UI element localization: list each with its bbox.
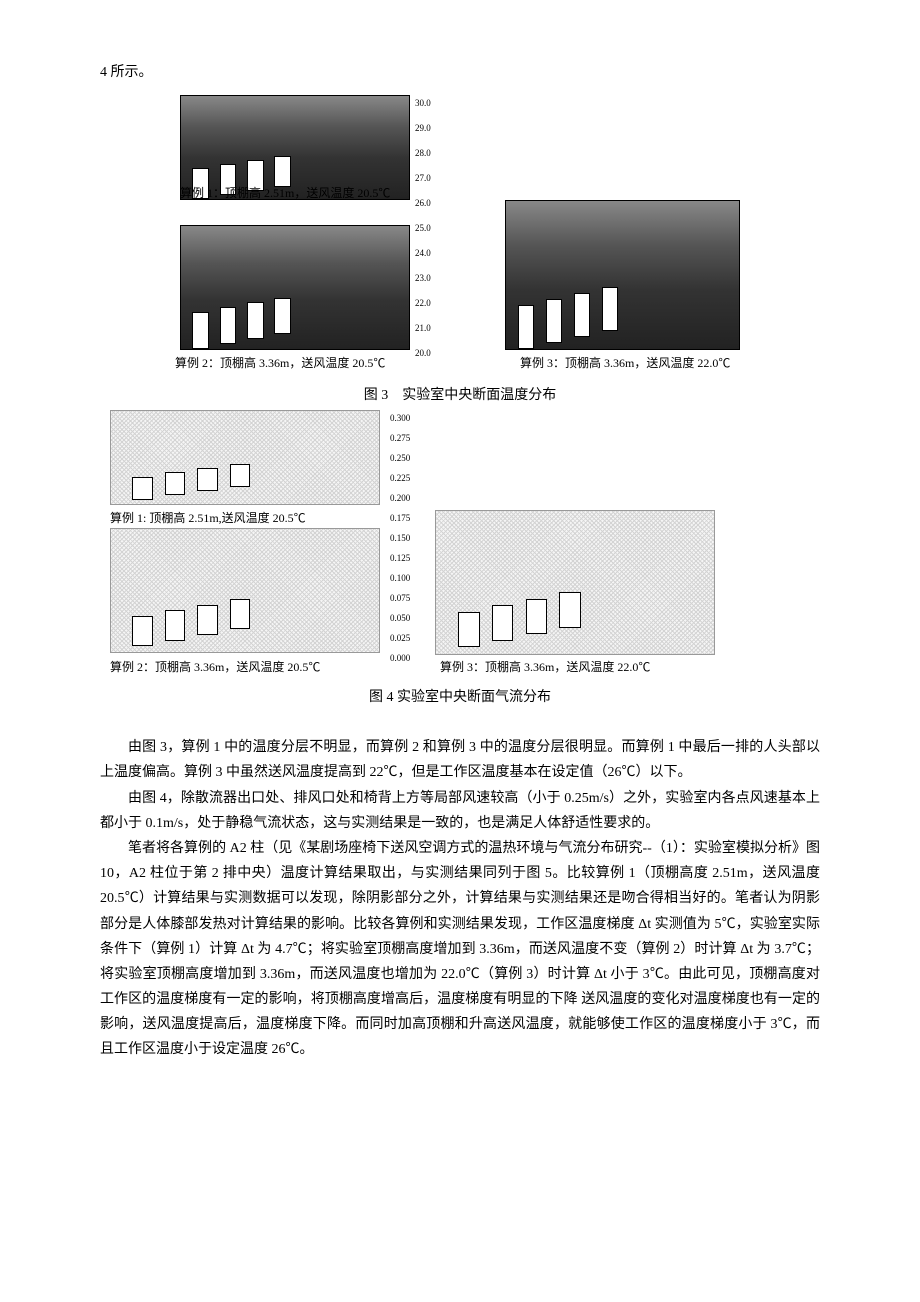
scale-tick: 24.0: [415, 245, 431, 261]
paragraph-2: 由图 4，除散流器出口处、排风口处和椅背上方等局部风速较高（小于 0.25m/s…: [100, 786, 820, 836]
scale-tick: 29.0: [415, 120, 431, 136]
fig4-caption: 图 4 实验室中央断面气流分布: [100, 685, 820, 710]
fig3-panel2-label: 算例 2：顶棚高 3.36m，送风温度 20.5℃: [175, 353, 385, 375]
scale-tick: 0.150: [390, 530, 410, 546]
scale-tick: 0.100: [390, 570, 410, 586]
scale-tick: 0.275: [390, 430, 410, 446]
scale-tick: 0.125: [390, 550, 410, 566]
scale-tick: 30.0: [415, 95, 431, 111]
scale-tick: 0.175: [390, 510, 410, 526]
scale-tick: 0.025: [390, 630, 410, 646]
fig4-panel-1: [110, 410, 380, 505]
paragraph-3: 笔者将各算例的 A2 柱（见《某剧场座椅下送风空调方式的温热环境与气流分布研究-…: [100, 836, 820, 1063]
fig3-panel-2: [180, 225, 410, 350]
scale-tick: 0.075: [390, 590, 410, 606]
figure-4: 算例 1: 顶棚高 2.51m,送风温度 20.5℃ 算例 2：顶棚高 3.36…: [100, 410, 820, 710]
fig3-caption: 图 3 实验室中央断面温度分布: [100, 383, 820, 408]
fig4-panel2-label: 算例 2：顶棚高 3.36m，送风温度 20.5℃: [110, 657, 320, 679]
scale-tick: 25.0: [415, 220, 431, 236]
paragraph-1: 由图 3，算例 1 中的温度分层不明显，而算例 2 和算例 3 中的温度分层很明…: [100, 735, 820, 785]
fig4-panel1-label: 算例 1: 顶棚高 2.51m,送风温度 20.5℃: [110, 508, 306, 530]
scale-tick: 0.000: [390, 650, 410, 666]
scale-tick: 20.0: [415, 345, 431, 361]
scale-tick: 0.050: [390, 610, 410, 626]
scale-tick: 0.250: [390, 450, 410, 466]
scale-tick: 0.300: [390, 410, 410, 426]
fig3-panel-3: [505, 200, 740, 350]
scale-tick: 0.225: [390, 470, 410, 486]
fig3-panel3-label: 算例 3：顶棚高 3.36m，送风温度 22.0℃: [520, 353, 730, 375]
scale-tick: 26.0: [415, 195, 431, 211]
body-text: 由图 3，算例 1 中的温度分层不明显，而算例 2 和算例 3 中的温度分层很明…: [100, 735, 820, 1062]
scale-tick: 0.200: [390, 490, 410, 506]
scale-tick: 21.0: [415, 320, 431, 336]
scale-tick: 22.0: [415, 295, 431, 311]
figure-4-container: 算例 1: 顶棚高 2.51m,送风温度 20.5℃ 算例 2：顶棚高 3.36…: [100, 410, 820, 710]
fig4-panel-3: [435, 510, 715, 655]
scale-tick: 28.0: [415, 145, 431, 161]
top-text: 4 所示。: [100, 60, 820, 85]
scale-tick: 23.0: [415, 270, 431, 286]
fig4-panel-2: [110, 528, 380, 653]
scale-tick: 27.0: [415, 170, 431, 186]
figure-3: 算例 1：顶棚高 2.51m，送风温度 20.5℃ 算例 2：顶棚高 3.36m…: [100, 95, 820, 405]
fig3-panel1-label: 算例 1：顶棚高 2.51m，送风温度 20.5℃: [180, 183, 390, 205]
figure-3-container: 算例 1：顶棚高 2.51m，送风温度 20.5℃ 算例 2：顶棚高 3.36m…: [100, 95, 820, 405]
fig4-panel3-label: 算例 3：顶棚高 3.36m，送风温度 22.0℃: [440, 657, 650, 679]
